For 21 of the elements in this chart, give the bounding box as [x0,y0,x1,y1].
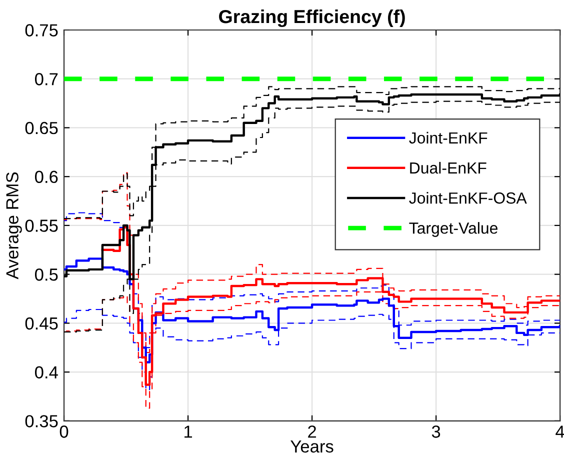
y-tick-label: 0.35 [25,415,58,428]
x-tick-label: 1 [184,426,192,438]
x-tick-label: 0 [60,426,68,438]
legend-label: Target-Value [409,222,498,237]
y-tick-label: 0.45 [25,317,58,330]
y-tick-label: 0.7 [35,73,58,86]
y-tick-label: 0.65 [25,122,58,134]
chart-title: Grazing Efficiency (f) [219,9,405,28]
legend-label: Joint-EnKF-OSA [409,192,527,204]
legend-label: Dual-EnKF [410,162,486,174]
legend-label: Joint-EnKF [409,132,488,144]
y-tick-label: 0.75 [25,24,58,36]
x-tick-label: 3 [432,426,440,438]
y-axis-title: Average RMS [6,172,22,280]
x-tick-label: 2 [308,426,316,438]
x-tick-label: 4 [556,426,564,438]
y-tick-label: 0.4 [35,366,58,378]
x-axis-title: Years [290,440,334,453]
y-tick-label: 0.6 [35,170,58,184]
y-tick-label: 0.55 [25,220,58,232]
y-tick-label: 0.5 [35,268,58,281]
